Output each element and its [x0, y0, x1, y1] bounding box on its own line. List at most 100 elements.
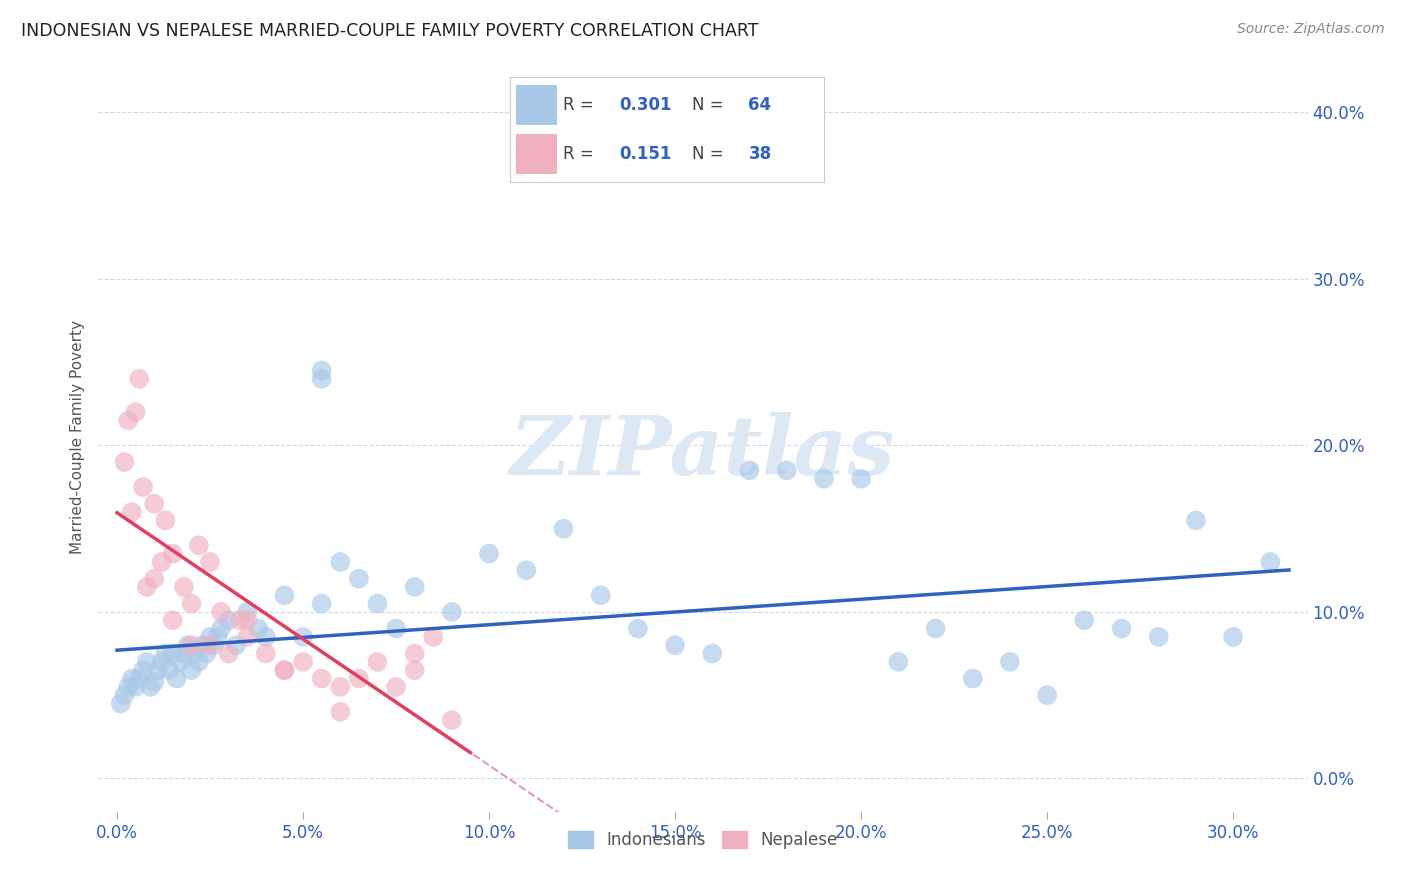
Point	[247, 622, 270, 636]
Point	[478, 547, 501, 561]
Point	[1147, 630, 1170, 644]
Point	[124, 405, 146, 419]
Point	[173, 647, 195, 661]
Point	[440, 713, 463, 727]
Point	[173, 580, 195, 594]
Point	[589, 588, 612, 602]
Point	[143, 497, 166, 511]
Point	[218, 647, 240, 661]
Legend: Indonesians, Nepalese: Indonesians, Nepalese	[561, 824, 845, 855]
Point	[191, 638, 214, 652]
Point	[273, 663, 295, 677]
Text: INDONESIAN VS NEPALESE MARRIED-COUPLE FAMILY POVERTY CORRELATION CHART: INDONESIAN VS NEPALESE MARRIED-COUPLE FA…	[21, 22, 759, 40]
Text: Source: ZipAtlas.com: Source: ZipAtlas.com	[1237, 22, 1385, 37]
Point	[162, 647, 184, 661]
Point	[292, 630, 315, 644]
Point	[329, 680, 352, 694]
Point	[236, 630, 259, 644]
Point	[180, 597, 202, 611]
Point	[1111, 622, 1133, 636]
Point	[195, 647, 218, 661]
Point	[187, 655, 209, 669]
Point	[155, 513, 177, 527]
Point	[187, 538, 209, 552]
Point	[311, 597, 333, 611]
Point	[273, 663, 295, 677]
Point	[664, 638, 686, 652]
Point	[311, 363, 333, 377]
Point	[150, 655, 173, 669]
Point	[515, 563, 537, 577]
Point	[198, 638, 221, 652]
Point	[311, 672, 333, 686]
Point	[385, 622, 408, 636]
Point	[128, 372, 150, 386]
Point	[236, 605, 259, 619]
Point	[202, 638, 225, 652]
Point	[347, 672, 370, 686]
Point	[887, 655, 910, 669]
Point	[924, 622, 946, 636]
Point	[366, 655, 388, 669]
Point	[198, 555, 221, 569]
Point	[184, 647, 207, 661]
Point	[121, 672, 143, 686]
Point	[738, 463, 761, 477]
Point	[143, 674, 166, 689]
Point	[553, 522, 575, 536]
Point	[177, 638, 200, 652]
Point	[366, 597, 388, 611]
Point	[135, 580, 157, 594]
Point	[209, 605, 232, 619]
Point	[209, 622, 232, 636]
Y-axis label: Married-Couple Family Poverty: Married-Couple Family Poverty	[70, 320, 86, 554]
Point	[627, 622, 650, 636]
Text: ZIPatlas: ZIPatlas	[510, 412, 896, 492]
Point	[128, 672, 150, 686]
Point	[1073, 613, 1095, 627]
Point	[849, 472, 872, 486]
Point	[229, 613, 252, 627]
Point	[180, 663, 202, 677]
Point	[1260, 555, 1282, 569]
Point	[114, 455, 136, 469]
Point	[155, 647, 177, 661]
Point	[329, 705, 352, 719]
Point	[146, 663, 169, 677]
Point	[702, 647, 724, 661]
Point	[225, 638, 247, 652]
Point	[347, 572, 370, 586]
Point	[236, 613, 259, 627]
Point	[254, 630, 277, 644]
Point	[110, 697, 132, 711]
Point	[776, 463, 799, 477]
Point	[962, 672, 984, 686]
Point	[150, 555, 173, 569]
Point	[1222, 630, 1244, 644]
Point	[166, 672, 188, 686]
Point	[404, 580, 426, 594]
Point	[998, 655, 1021, 669]
Point	[124, 680, 146, 694]
Point	[114, 688, 136, 702]
Point	[117, 413, 139, 427]
Point	[139, 680, 162, 694]
Point	[135, 655, 157, 669]
Point	[207, 630, 229, 644]
Point	[180, 638, 202, 652]
Point	[117, 680, 139, 694]
Point	[404, 647, 426, 661]
Point	[218, 613, 240, 627]
Point	[385, 680, 408, 694]
Point	[157, 663, 180, 677]
Point	[440, 605, 463, 619]
Point	[198, 630, 221, 644]
Point	[813, 472, 835, 486]
Point	[169, 655, 191, 669]
Point	[121, 505, 143, 519]
Point	[329, 555, 352, 569]
Point	[404, 663, 426, 677]
Point	[132, 480, 155, 494]
Point	[162, 547, 184, 561]
Point	[422, 630, 444, 644]
